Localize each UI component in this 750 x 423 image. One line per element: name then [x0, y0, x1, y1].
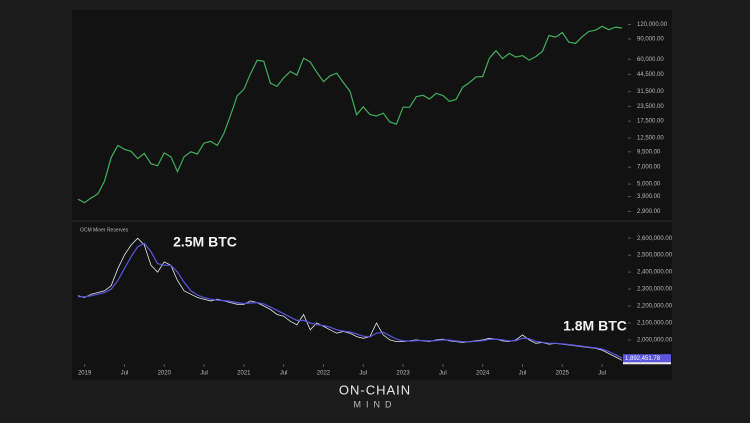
x-tick-label: 2024	[476, 371, 490, 377]
y-tick-label: 2,900.00	[637, 209, 661, 215]
annotation: 2.5M BTC	[173, 234, 237, 250]
y-tick-label: 5,000.00	[637, 182, 661, 188]
x-tick-label: 2025	[556, 371, 570, 377]
x-tick-label: 2022	[317, 371, 331, 377]
annotation: 1.8M BTC	[563, 318, 627, 334]
data-line	[77, 237, 623, 361]
last-value-label: 1,892,451.78	[625, 356, 661, 362]
y-tick-label: 2,300,000.00	[637, 287, 673, 293]
y-tick-label: 2,000,000.00	[637, 338, 673, 344]
data-line	[78, 242, 623, 359]
x-tick-label: Jul	[200, 371, 208, 377]
x-tick-label: Jul	[439, 371, 447, 377]
y-tick-label: 12,500.00	[637, 136, 664, 142]
y-tick-label: 9,500.00	[637, 149, 661, 155]
y-tick-label: 2,600,000.00	[637, 236, 673, 242]
x-tick-label: Jul	[598, 371, 606, 377]
y-tick-label: 23,500.00	[637, 104, 664, 110]
y-tick-label: 3,900.00	[637, 194, 661, 200]
x-tick-label: Jul	[519, 371, 527, 377]
x-tick-label: Jul	[280, 371, 288, 377]
brand-tagline: MIND	[354, 399, 397, 409]
panel-label: OCM Miner Reserves	[80, 227, 129, 233]
x-tick-label: 2020	[158, 371, 172, 377]
y-tick-label: 17,500.00	[637, 119, 664, 125]
last-value-box	[623, 354, 671, 363]
y-tick-label: 120,000.00	[637, 22, 668, 28]
y-tick-label: 2,200,000.00	[637, 304, 673, 310]
plot-frame	[72, 10, 672, 380]
y-tick-label: 90,000.00	[637, 37, 664, 43]
brand-name: ON-CHAIN	[339, 382, 411, 397]
x-tick-label: Jul	[121, 371, 129, 377]
data-line	[77, 25, 623, 204]
y-tick-label: 2,500,000.00	[637, 253, 673, 259]
y-tick-label: 31,500.00	[637, 89, 664, 95]
y-tick-label: 44,500.00	[637, 72, 664, 78]
y-tick-label: 2,400,000.00	[637, 270, 673, 276]
y-tick-label: 60,000.00	[637, 57, 664, 63]
y-tick-label: 7,000.00	[637, 165, 661, 171]
x-tick-label: 2019	[78, 371, 92, 377]
x-tick-label: 2023	[396, 371, 410, 377]
x-tick-label: Jul	[359, 371, 367, 377]
x-tick-label: 2021	[237, 371, 251, 377]
y-tick-label: 2,100,000.00	[637, 321, 673, 327]
